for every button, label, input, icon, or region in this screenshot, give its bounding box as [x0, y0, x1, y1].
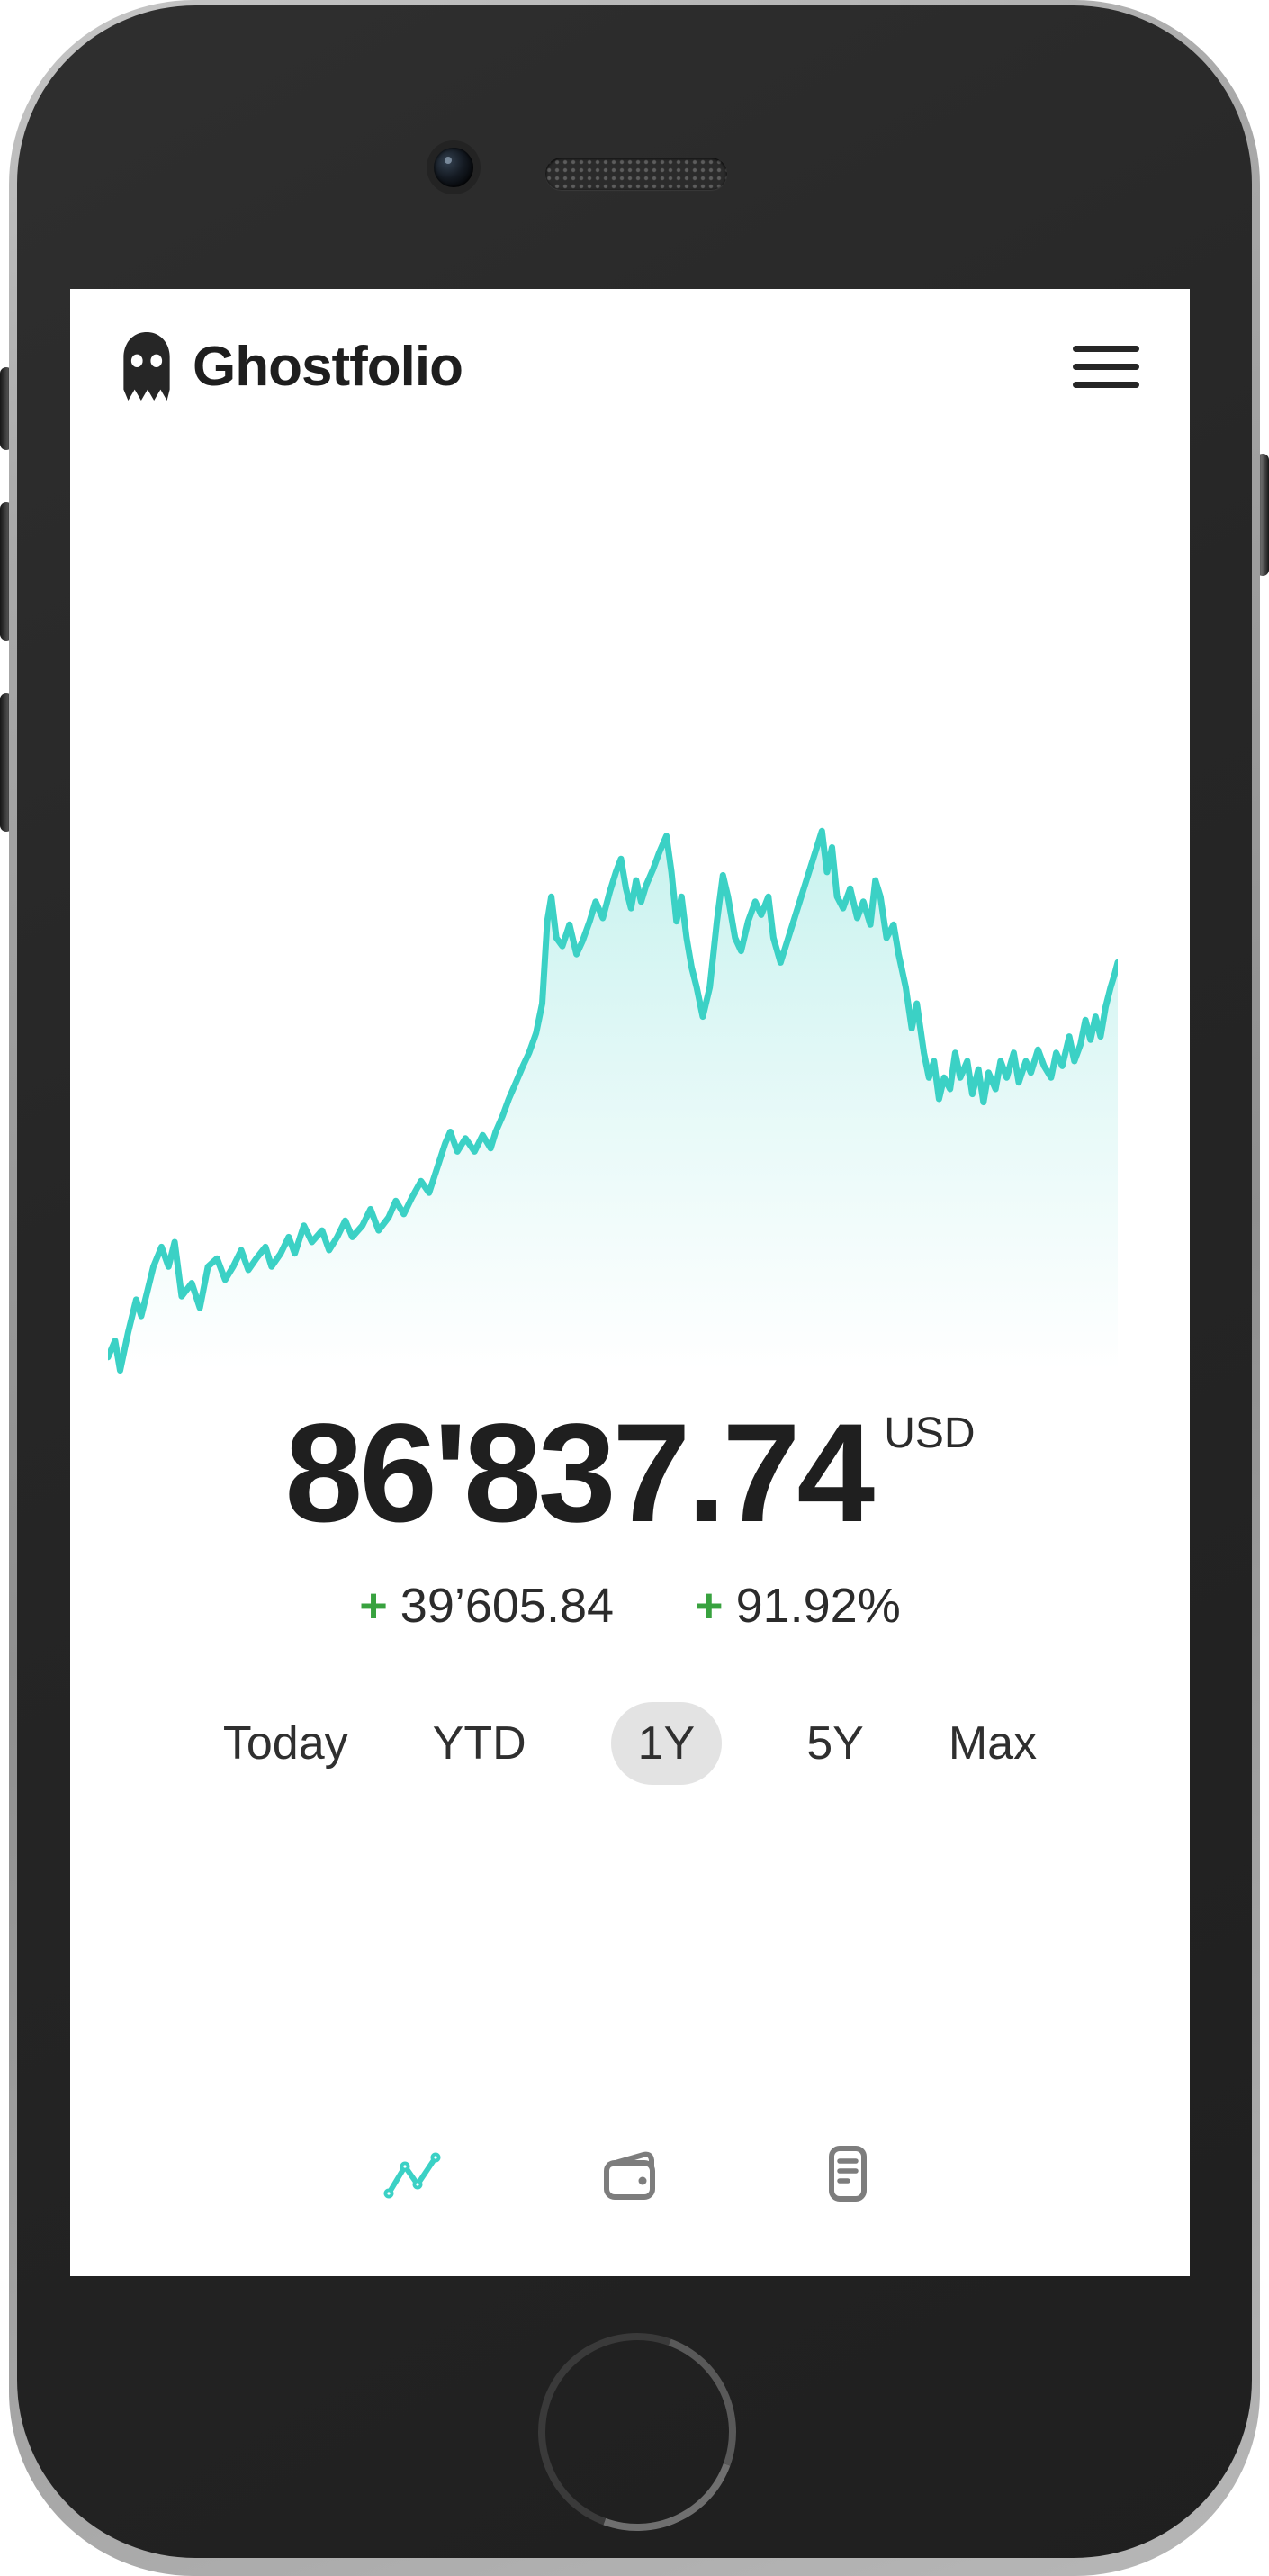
- absolute-change: + 39’605.84: [359, 1578, 614, 1634]
- range-ytd[interactable]: YTD: [432, 1717, 526, 1770]
- portfolio-value: 86'837.74: [284, 1395, 875, 1552]
- tab-overview[interactable]: [383, 2136, 441, 2211]
- percent-change-value: 91.92%: [735, 1579, 901, 1633]
- document-icon: [819, 2145, 877, 2202]
- tab-portfolio[interactable]: [601, 2136, 659, 2211]
- absolute-change-value: 39’605.84: [400, 1579, 615, 1633]
- range-today[interactable]: Today: [222, 1717, 348, 1770]
- app-title: Ghostfolio: [193, 335, 464, 398]
- app-logo[interactable]: Ghostfolio: [121, 330, 464, 402]
- portfolio-value-row: 86'837.74 USD: [70, 1403, 1190, 1544]
- phone-screen: Ghostfolio 86'837.74 USD + 39: [70, 289, 1190, 2276]
- range-selector: Today YTD 1Y 5Y Max: [70, 1702, 1190, 1785]
- plus-icon: +: [695, 1579, 724, 1633]
- chart-line-icon: [383, 2145, 441, 2202]
- plus-icon: +: [359, 1579, 388, 1633]
- menu-button[interactable]: [1073, 345, 1139, 388]
- speaker-grille-icon: [545, 158, 727, 190]
- app-header: Ghostfolio: [121, 323, 1139, 410]
- change-row: + 39’605.84 + 91.92%: [70, 1578, 1190, 1634]
- percent-change: + 91.92%: [695, 1578, 901, 1634]
- range-1y[interactable]: 1Y: [610, 1702, 723, 1785]
- wallet-icon: [601, 2145, 659, 2202]
- tab-bar: [70, 2136, 1190, 2211]
- ghost-icon: [121, 330, 173, 402]
- range-5y[interactable]: 5Y: [806, 1717, 864, 1770]
- performance-chart: [108, 789, 1118, 1389]
- currency-label: USD: [884, 1410, 976, 1457]
- tab-report[interactable]: [819, 2136, 877, 2211]
- front-camera-icon: [434, 148, 473, 187]
- range-max[interactable]: Max: [948, 1717, 1038, 1770]
- hamburger-icon: [1073, 345, 1139, 352]
